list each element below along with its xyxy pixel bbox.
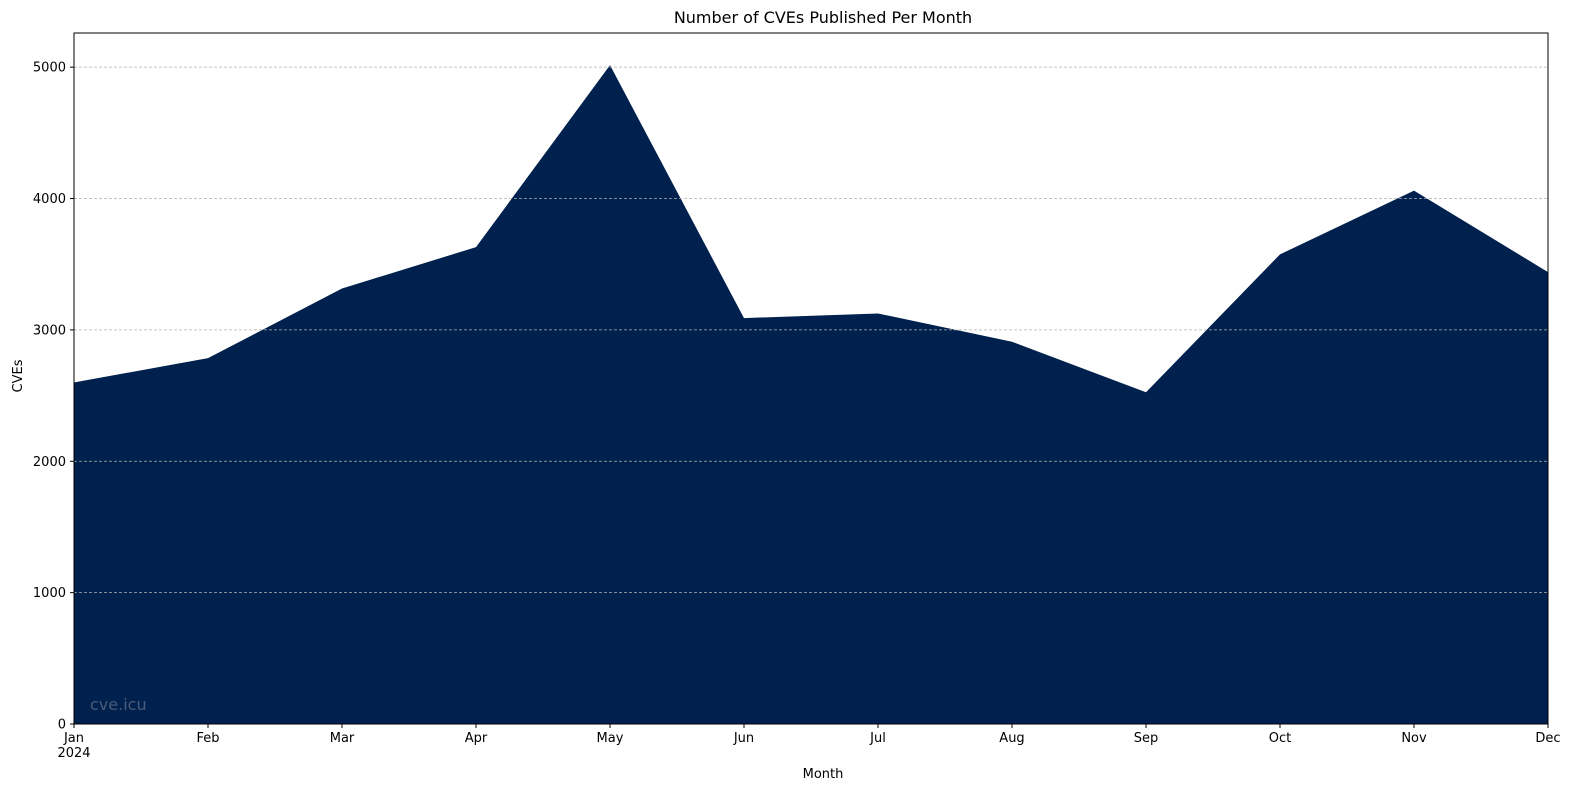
x-tick-label: Dec [1535, 731, 1560, 746]
x-tick-label: Apr [465, 731, 488, 746]
y-tick-label: 5000 [33, 61, 66, 76]
y-tick-label: 3000 [33, 323, 66, 338]
x-tick-label: Nov [1401, 731, 1427, 746]
x-tick-label: May [597, 731, 624, 746]
watermark: cve.icu [90, 695, 147, 714]
area-series [74, 65, 1548, 724]
y-tick-label: 1000 [33, 586, 66, 601]
x-tick-label: Mar [330, 731, 355, 746]
plot-frame [73, 32, 1549, 725]
x-tick-label: Jul [869, 731, 886, 746]
grid-lines [74, 66, 1548, 594]
x-axis-title: Month [803, 767, 844, 782]
x-tick-label: Jun [733, 731, 754, 746]
x-axis-year-label: 2024 [57, 746, 90, 761]
y-axis-title: CVEs [11, 359, 26, 392]
x-axis: Jan Feb Mar Apr May Jun Jul Aug Sep Oct Nov Dec [63, 724, 1561, 746]
plot-area: cve.icu [73, 32, 1549, 725]
y-tick-label: 4000 [33, 192, 66, 207]
x-tick-label: Jan [63, 731, 84, 746]
x-tick-label: Sep [1134, 731, 1159, 746]
y-tick-label: 2000 [33, 455, 66, 470]
chart-title: Number of CVEs Published Per Month [674, 8, 972, 27]
y-axis: 0 1000 2000 3000 4000 5000 [33, 61, 74, 733]
y-tick-label: 0 [58, 718, 66, 733]
x-tick-label: Feb [196, 731, 219, 746]
x-tick-label: Aug [999, 731, 1024, 746]
x-tick-label: Oct [1269, 731, 1291, 746]
